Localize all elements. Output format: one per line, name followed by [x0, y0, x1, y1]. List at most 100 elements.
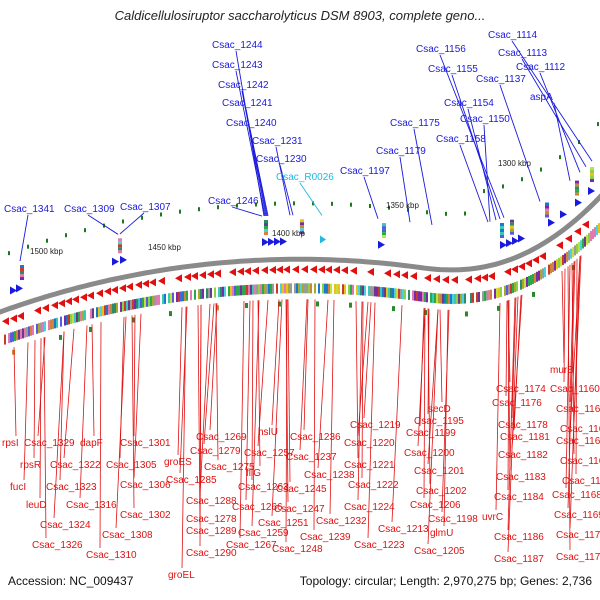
reverse-gene-arrow[interactable]: [269, 265, 276, 274]
reverse-gene-arrow[interactable]: [384, 269, 391, 278]
reverse-gene-arrow[interactable]: [325, 265, 332, 274]
gene-label-csac-1167[interactable]: Csac_1167: [562, 476, 600, 487]
gene-label-csac-1186[interactable]: Csac_1186: [494, 532, 544, 543]
gene-label-csac-1341[interactable]: Csac_1341: [4, 204, 55, 215]
reverse-gene-arrow[interactable]: [532, 255, 539, 264]
gene-label-csac-1150[interactable]: Csac_1150: [460, 114, 510, 125]
gene-label-csac-1198[interactable]: Csac_1198: [428, 514, 478, 525]
reverse-gene-arrow[interactable]: [184, 272, 191, 281]
gene-label-csac-1206[interactable]: Csac_1206: [410, 500, 461, 511]
gene-label-dapf[interactable]: dapF: [80, 438, 103, 449]
forward-gene-arrow[interactable]: [262, 238, 269, 247]
gene-label-csac-1236[interactable]: Csac_1236: [290, 432, 341, 443]
forward-gene-arrow[interactable]: [548, 218, 555, 227]
gene-label-csac-1175[interactable]: Csac_1175: [390, 118, 440, 129]
gene-label-hslu[interactable]: hslU: [258, 427, 278, 438]
gene-label-csac-1195[interactable]: Csac_1195: [414, 416, 464, 427]
gene-label-csac-1308[interactable]: Csac_1308: [102, 530, 153, 541]
gene-label-groel[interactable]: groEL: [168, 570, 195, 581]
gene-label-csac-1307[interactable]: Csac_1307: [120, 202, 171, 213]
gene-label-csac-1176[interactable]: Csac_1176: [492, 398, 542, 409]
gene-label-csac-1237[interactable]: Csac_1237: [286, 452, 337, 463]
gene-label-csac-1285[interactable]: Csac_1285: [166, 475, 217, 486]
forward-gene-arrow[interactable]: [588, 186, 595, 195]
gene-label-csac-1199[interactable]: Csac_1199: [406, 428, 456, 439]
forward-gene-arrow[interactable]: [280, 237, 287, 246]
reverse-gene-arrow[interactable]: [261, 266, 268, 275]
gene-label-csac-1259[interactable]: Csac_1259: [238, 528, 289, 539]
gene-label-csac-1267[interactable]: Csac_1267: [226, 540, 277, 551]
rna-gene-arrow[interactable]: [320, 235, 326, 244]
gene-label-secd[interactable]: secD: [428, 404, 451, 415]
gene-label-csac-1323[interactable]: Csac_1323: [46, 482, 97, 493]
gene-label-csac-1221[interactable]: Csac_1221: [344, 460, 395, 471]
gene-label-csac-1246[interactable]: Csac_1246: [208, 196, 259, 207]
gene-label-csac-1154[interactable]: Csac_1154: [444, 98, 494, 109]
gene-label-csac-1231[interactable]: Csac_1231: [252, 136, 303, 147]
gene-label-murb[interactable]: murB: [550, 365, 574, 376]
reverse-gene-arrow[interactable]: [252, 266, 259, 275]
reverse-gene-arrow[interactable]: [424, 274, 431, 283]
gene-label-csac-1158[interactable]: Csac_1158: [436, 134, 486, 145]
reverse-gene-arrow[interactable]: [504, 267, 511, 276]
gene-label-csac-1243[interactable]: Csac_1243: [212, 60, 263, 71]
reverse-gene-arrow[interactable]: [175, 274, 182, 283]
gene-label-csac-1302[interactable]: Csac_1302: [120, 510, 171, 521]
gene-label-csac-1257[interactable]: Csac_1257: [244, 448, 295, 459]
gene-label-csac-1178[interactable]: Csac_1178: [498, 420, 548, 431]
gene-label-csac-1251[interactable]: Csac_1251: [258, 518, 309, 529]
gene-label-csac-1156[interactable]: Csac_1156: [416, 44, 466, 55]
gene-label-csac-1278[interactable]: Csac_1278: [186, 514, 237, 525]
reverse-gene-arrow[interactable]: [582, 220, 589, 229]
reverse-gene-arrow[interactable]: [80, 293, 87, 302]
reverse-gene-arrow[interactable]: [87, 291, 94, 300]
gene-label-csac-1170[interactable]: Csac_1170: [556, 530, 600, 541]
gene-label-csac-1240[interactable]: Csac_1240: [226, 118, 277, 129]
reverse-gene-arrow[interactable]: [474, 274, 481, 283]
gene-label-csac-1269[interactable]: Csac_1269: [196, 432, 247, 443]
gene-label-csac-1279[interactable]: Csac_1279: [190, 446, 241, 457]
reverse-gene-arrow[interactable]: [518, 262, 525, 271]
reverse-gene-arrow[interactable]: [488, 272, 495, 281]
gene-label-csac-1220[interactable]: Csac_1220: [344, 438, 395, 449]
forward-gene-arrow[interactable]: [16, 284, 23, 293]
reverse-gene-arrow[interactable]: [96, 289, 103, 298]
forward-gene-arrow[interactable]: [500, 240, 507, 249]
gene-label-csac-1224[interactable]: Csac_1224: [344, 502, 395, 513]
reverse-gene-arrow[interactable]: [565, 234, 572, 243]
forward-gene-arrow[interactable]: [575, 198, 582, 207]
gene-label-aspa[interactable]: aspA: [530, 92, 553, 103]
gene-label-csac-1202[interactable]: Csac_1202: [416, 486, 467, 497]
gene-label-csac-1223[interactable]: Csac_1223: [354, 540, 405, 551]
forward-gene-arrow[interactable]: [10, 286, 17, 295]
gene-label-csac-1166[interactable]: Csac_1166: [560, 456, 600, 467]
gene-label-csac-1213[interactable]: Csac_1213: [378, 524, 429, 535]
forward-gene-arrow[interactable]: [512, 236, 519, 245]
gene-label-csac-1197[interactable]: Csac_1197: [340, 166, 390, 177]
gene-label-uvrc[interactable]: uvrC: [482, 512, 503, 523]
reverse-gene-arrow[interactable]: [401, 271, 408, 280]
reverse-gene-arrow[interactable]: [292, 265, 299, 274]
reverse-gene-arrow[interactable]: [301, 265, 308, 274]
gene-label-csac-1306[interactable]: Csac_1306: [120, 480, 171, 491]
forward-gene-arrow[interactable]: [268, 237, 275, 246]
gene-label-csac-r0026[interactable]: Csac_R0026: [276, 172, 334, 183]
reverse-gene-arrow[interactable]: [17, 312, 24, 321]
reverse-gene-arrow[interactable]: [142, 279, 149, 288]
forward-gene-arrow[interactable]: [274, 237, 281, 246]
gene-label-csac-1289[interactable]: Csac_1289: [186, 526, 237, 537]
reverse-gene-arrow[interactable]: [149, 278, 156, 287]
reverse-gene-arrow[interactable]: [51, 301, 58, 310]
gene-label-csac-1239[interactable]: Csac_1239: [300, 532, 351, 543]
reverse-gene-arrow[interactable]: [341, 266, 348, 275]
reverse-gene-arrow[interactable]: [158, 276, 165, 285]
gene-label-csac-1179[interactable]: Csac_1179: [376, 146, 426, 157]
gene-label-csac-1247[interactable]: Csac_1247: [274, 504, 325, 515]
gene-label-csac-1222[interactable]: Csac_1222: [348, 480, 399, 491]
reverse-gene-arrow[interactable]: [318, 265, 325, 274]
gene-label-rpsr[interactable]: rpsR: [20, 460, 41, 471]
gene-label-csac-1205[interactable]: Csac_1205: [414, 546, 465, 557]
gene-label-csac-1305[interactable]: Csac_1305: [106, 460, 157, 471]
gene-label-csac-1309[interactable]: Csac_1309: [64, 204, 115, 215]
reverse-gene-arrow[interactable]: [237, 267, 244, 276]
